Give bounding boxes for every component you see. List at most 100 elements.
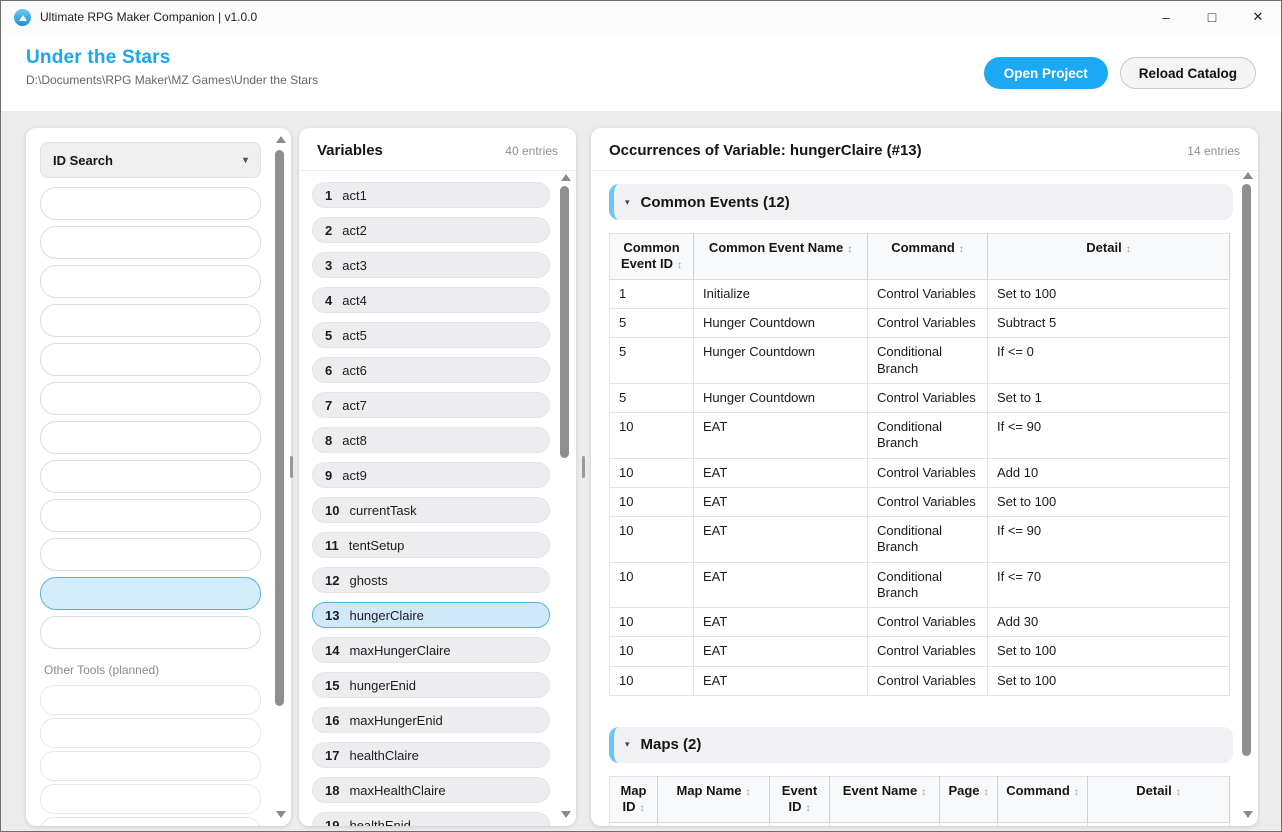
column-header[interactable]: Detail ↕ [1087,775,1230,823]
table-row[interactable]: 14 Inside Tent 1 wake up 1 Control Varia… [609,821,1230,826]
variable-list-item[interactable]: 3 act3 [312,252,550,278]
variable-list-item[interactable]: 19 healthEnid [312,812,550,826]
variable-list-item[interactable]: 10 currentTask [312,497,550,523]
sidebar-item[interactable] [40,538,261,571]
occurrences-scrollbar[interactable] [1241,170,1253,820]
column-header[interactable]: Command ↕ [867,233,988,280]
column-header[interactable]: Page ↕ [939,775,998,823]
variable-list-item[interactable]: 8 act8 [312,427,550,453]
minimize-button[interactable]: – [1143,1,1189,33]
sidebar-scrollbar[interactable] [274,134,286,820]
variable-list-item[interactable]: 12 ghosts [312,567,550,593]
scroll-down-icon[interactable] [276,811,286,818]
sort-icon[interactable]: ↕ [1125,244,1131,255]
table-row[interactable]: 5 Hunger Countdown Conditional Branch If… [609,337,1230,384]
panel-resize-handle[interactable] [290,456,293,478]
sidebar-item[interactable] [40,382,261,415]
variable-list-item[interactable]: 17 healthClaire [312,742,550,768]
scrollbar-thumb[interactable] [275,150,284,706]
sidebar-item[interactable] [40,460,261,493]
variable-list-item[interactable]: 4 act4 [312,287,550,313]
variable-list-item[interactable]: 5 act5 [312,322,550,348]
table-header-row: Map ID ↕ Map Name ↕ Event ID ↕ Event Name ↕ Page… [609,775,1230,823]
column-header[interactable]: Common Event ID ↕ [609,233,694,280]
variable-list-item[interactable]: 9 act9 [312,462,550,488]
table-row[interactable]: 10 EAT Control Variables Set to 100 [609,486,1230,518]
project-path: D:\Documents\RPG Maker\MZ Games\Under th… [26,73,319,87]
table-row[interactable]: 5 Hunger Countdown Control Variables Sub… [609,307,1230,339]
cell-detail: Add 10 [987,457,1230,488]
maps-section-header[interactable]: ▾ Maps (2) [609,726,1233,763]
sidebar-item[interactable] [40,421,261,454]
sort-icon[interactable]: ↕ [639,803,645,814]
panel-resize-handle[interactable] [582,456,585,478]
table-row[interactable]: 10 EAT Conditional Branch If <= 90 [609,516,1230,563]
sort-icon[interactable]: ↕ [1073,786,1079,798]
table-row[interactable]: 5 Hunger Countdown Control Variables Set… [609,382,1230,414]
close-button[interactable]: ✕ [1235,1,1281,33]
sidebar-item[interactable] [40,577,261,610]
scroll-down-icon[interactable] [1243,811,1253,818]
variable-id: 18 [325,782,340,798]
column-header[interactable]: Event ID ↕ [769,775,830,823]
variable-list-item[interactable]: 11 tentSetup [312,532,550,558]
variable-list-item[interactable]: 1 act1 [312,182,550,208]
cell-command: Conditional Branch [867,561,988,608]
scrollbar-thumb[interactable] [1242,184,1251,756]
scroll-up-icon[interactable] [1243,172,1253,179]
variable-list-item[interactable]: 7 act7 [312,392,550,418]
sort-icon[interactable]: ↕ [677,260,682,272]
cell-common-event-id: 10 [609,636,694,667]
table-row[interactable]: 10 EAT Control Variables Set to 100 [609,636,1230,667]
sidebar-item[interactable] [40,265,261,298]
table-row[interactable]: 10 EAT Control Variables Add 10 [609,457,1230,488]
table-row[interactable]: 10 EAT Conditional Branch If <= 70 [609,561,1230,608]
variable-list-item[interactable]: 18 maxHealthClaire [312,777,550,803]
table-row[interactable]: 1 Initialize Control Variables Set to 10… [609,278,1230,310]
column-header[interactable]: Map ID ↕ [609,775,658,823]
column-header[interactable]: Command ↕ [997,775,1088,823]
sort-icon[interactable]: ↕ [983,786,989,798]
sidebar-item[interactable] [40,616,261,649]
sort-icon[interactable]: ↕ [958,244,964,255]
sort-icon[interactable]: ↕ [921,786,927,798]
table-row[interactable]: 10 EAT Control Variables Add 30 [609,606,1230,638]
maximize-button[interactable]: □ [1189,1,1235,33]
sort-icon[interactable]: ↕ [847,244,853,255]
variable-list-item[interactable]: 16 maxHungerEnid [312,707,550,733]
table-row[interactable]: 10 EAT Conditional Branch If <= 90 [609,412,1230,459]
variable-name: hungerClaire [349,607,424,623]
scroll-up-icon[interactable] [561,174,571,181]
column-header[interactable]: Map Name ↕ [657,775,770,823]
sort-icon[interactable]: ↕ [805,803,811,814]
common-events-section: ▾ Common Events (12) Common Event ID ↕ Com… [609,184,1233,696]
common-events-section-header[interactable]: ▾ Common Events (12) [609,184,1233,220]
variable-name: act9 [342,467,367,483]
sort-icon[interactable]: ↕ [1175,786,1181,798]
open-project-button[interactable]: Open Project [983,57,1108,89]
scrollbar-thumb[interactable] [560,186,569,458]
column-header[interactable]: Detail ↕ [987,233,1230,280]
sidebar-item[interactable] [40,343,261,376]
cell-command: Control Variables [867,278,988,310]
search-mode-dropdown[interactable]: ID Search ▾ [40,142,261,178]
variable-list-item[interactable]: 15 hungerEnid [312,672,550,698]
sidebar-item[interactable] [40,226,261,259]
sidebar-item[interactable] [40,187,261,220]
scroll-up-icon[interactable] [276,136,286,143]
variable-list-item[interactable]: 13 hungerClaire [312,602,550,628]
sidebar-item[interactable] [40,304,261,337]
reload-catalog-button[interactable]: Reload Catalog [1119,57,1256,89]
variable-list-item[interactable]: 2 act2 [312,217,550,243]
sort-icon[interactable]: ↕ [745,786,751,798]
variables-scrollbar[interactable] [559,172,571,820]
scroll-down-icon[interactable] [561,811,571,818]
table-row[interactable]: 10 EAT Control Variables Set to 100 [609,665,1230,696]
column-header[interactable]: Event Name ↕ [829,775,940,823]
cell-map-name: Inside Tent [657,821,770,826]
column-header[interactable]: Common Event Name ↕ [693,233,868,280]
variable-name: ghosts [349,572,388,588]
sidebar-item[interactable] [40,499,261,532]
variable-list-item[interactable]: 6 act6 [312,357,550,383]
variable-list-item[interactable]: 14 maxHungerClaire [312,637,550,663]
